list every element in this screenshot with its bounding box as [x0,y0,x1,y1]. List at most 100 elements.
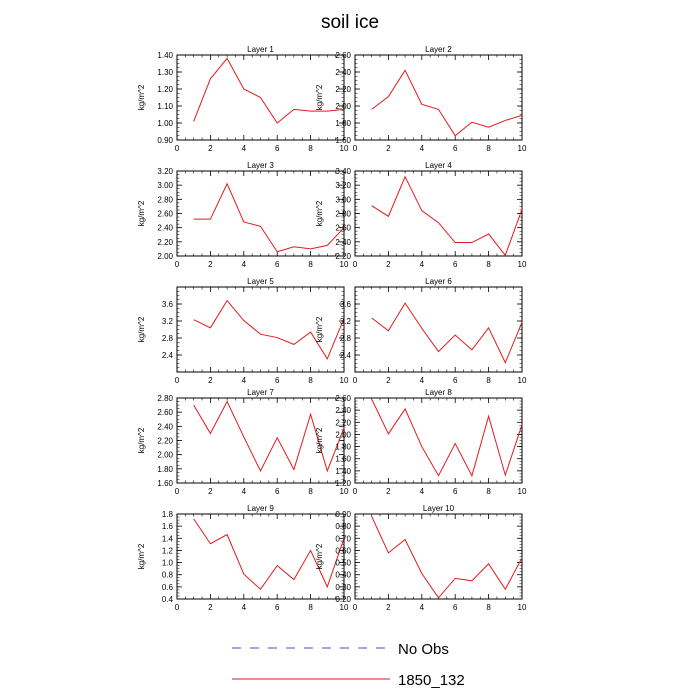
x-tick-label: 10 [518,603,527,612]
x-tick-label: 8 [308,487,313,496]
plot-frame [354,513,523,600]
y-tick-label: 0.60 [335,546,351,555]
y-tick-label: 1.10 [157,102,173,111]
y-tick-label: 2.20 [335,252,351,261]
y-tick-label: 2.80 [335,210,351,219]
y-tick-label: 1.60 [335,455,351,464]
y-tick-label: 1.2 [162,546,174,555]
x-tick-label: 6 [453,603,458,612]
x-tick-label: 4 [242,487,247,496]
x-tick-label: 4 [420,144,425,153]
series-line [371,175,523,257]
x-tick-label: 8 [308,144,313,153]
y-tick-label: 2.00 [335,430,351,439]
x-tick-label: 6 [275,144,280,153]
x-tick-label: 2 [386,144,391,153]
x-tick-label: 2 [386,376,391,385]
y-tick-label: 0.20 [335,595,351,604]
x-tick-label: 10 [340,603,349,612]
y-tick-label: 2.60 [157,408,173,417]
x-tick-label: 0 [175,487,180,496]
panel-title: Layer 4 [425,161,452,170]
x-tick-label: 0 [353,487,358,496]
y-axis-label: kg/m^2 [137,316,146,342]
y-tick-label: 0.50 [335,559,351,568]
y-tick-label: 2.80 [157,195,173,204]
x-tick-label: 6 [453,376,458,385]
x-tick-label: 2 [208,376,213,385]
panel-layer-2: Layer 2kg/m^20 2 4 6 8 101.601.802.002.202.40… [315,45,527,153]
panel-layer-4: Layer 4kg/m^20 2 4 6 8 102.202.402.602.803.00… [315,161,527,269]
x-tick-label: 4 [420,260,425,269]
legend: No Obs 1850_132 [232,641,465,689]
y-tick-label: 3.40 [335,167,351,176]
y-tick-label: 2.20 [157,238,173,247]
series-line [371,398,523,478]
y-tick-label: 1.4 [162,534,174,543]
y-axis-label: kg/m^2 [137,427,146,453]
y-tick-label: 2.20 [157,437,173,446]
x-tick-label: 10 [340,376,349,385]
x-tick-label: 2 [208,603,213,612]
y-tick-label: 0.30 [335,583,351,592]
panel-layer-1: Layer 1 kg/m^2 0 2 4 6 8 10 0.90 1.00 1.10 1.20 1.30… [137,45,349,153]
y-tick-label: 1.60 [335,136,351,145]
y-tick-label: 2.60 [335,394,351,403]
y-tick-label: 2.40 [335,238,351,247]
panel-title: Layer 3 [247,161,274,170]
x-tick-label: 2 [386,603,391,612]
series-line [193,57,345,124]
y-tick-label: 1.30 [157,68,173,77]
y-tick-label: 2.40 [335,68,351,77]
plot-frame [354,170,523,257]
series-line [193,400,345,473]
x-tick-label: 6 [275,376,280,385]
panel-layer-3: Layer 3 kg/m^2 0 2 4 6 8 10 2.00 2.20 2.40 2.60 2.80… [137,161,349,269]
x-tick-label: 8 [486,144,491,153]
y-tick-label: 2.8 [340,334,352,343]
y-tick-label: 3.20 [157,167,173,176]
x-tick-label: 6 [275,487,280,496]
y-tick-label: 1.80 [157,465,173,474]
y-tick-label: 2.8 [162,334,174,343]
legend-label-no-obs: No Obs [398,641,449,658]
x-tick-label: 10 [518,487,527,496]
panels: Layer 1kg/m^20 2 4 6 8 100.901.001.101.201.30… [137,45,527,612]
y-tick-label: 3.2 [340,317,352,326]
series-line [193,299,345,360]
x-tick-label: 4 [420,487,425,496]
y-axis-label: kg/m^2 [315,84,324,110]
plot-frame [354,397,523,484]
y-axis-label: kg/m^2 [315,316,324,342]
x-tick-label: 10 [518,260,527,269]
y-tick-label: 1.20 [157,85,173,94]
y-tick-label: 3.6 [162,300,174,309]
x-tick-label: 0 [175,603,180,612]
y-tick-label: 2.40 [335,406,351,415]
x-tick-label: 6 [453,144,458,153]
y-tick-label: 2.60 [335,51,351,60]
y-axis-label: kg/m^2 [137,84,146,110]
series-line [371,69,523,137]
panel-title: Layer 5 [247,277,274,286]
series-line [193,182,345,253]
y-tick-label: 0.90 [335,510,351,519]
x-tick-label: 6 [275,260,280,269]
x-tick-label: 6 [453,260,458,269]
panel-layer-8: Layer 8kg/m^20 2 4 6 8 101.201.401.601.802.00… [315,388,527,496]
x-tick-label: 6 [275,603,280,612]
y-axis-label: kg/m^2 [137,200,146,226]
y-tick-label: 2.20 [335,418,351,427]
x-tick-label: 2 [208,487,213,496]
panel-title: Layer 1 [247,45,274,54]
y-tick-label: 2.00 [157,451,173,460]
x-tick-label: 2 [208,144,213,153]
y-tick-label: 2.20 [335,85,351,94]
x-tick-label: 8 [486,376,491,385]
y-tick-label: 2.4 [162,351,174,360]
y-tick-label: 2.60 [157,210,173,219]
y-tick-label: 3.6 [340,300,352,309]
y-axis-label: kg/m^2 [137,543,146,569]
x-tick-label: 2 [386,260,391,269]
